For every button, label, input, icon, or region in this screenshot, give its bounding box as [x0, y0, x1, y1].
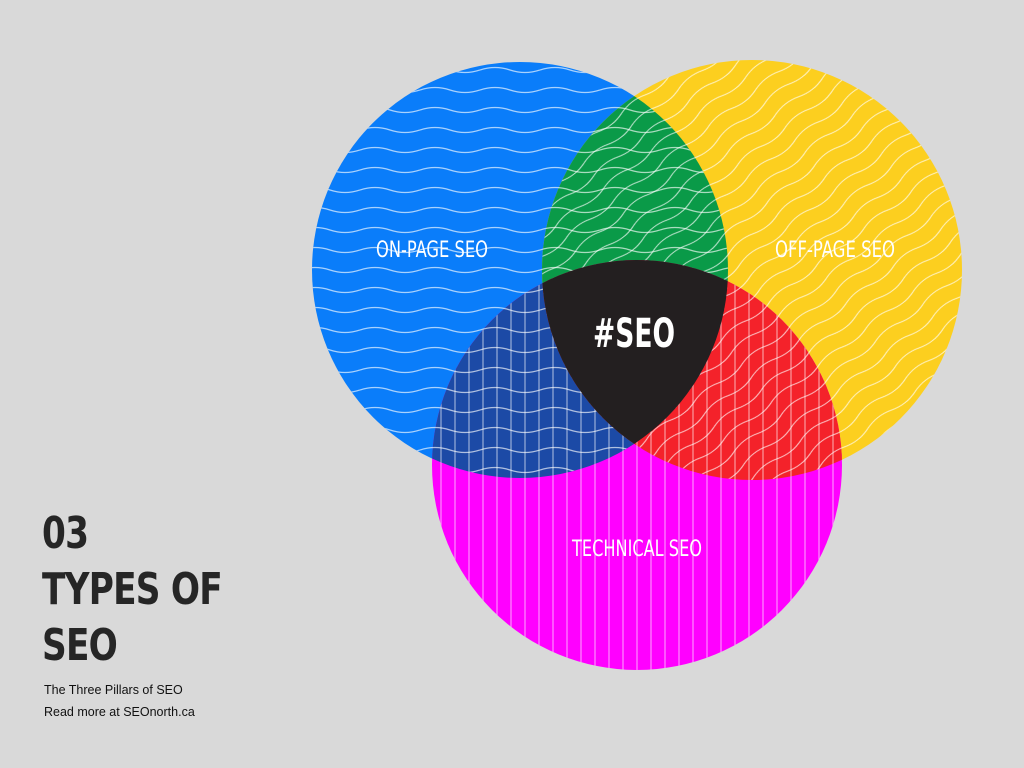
on-page-seo-label: ON-PAGE SEO	[376, 238, 488, 263]
subtitle: The Three Pillars of SEO	[44, 683, 183, 697]
headline: 03 TYPES OF SEO	[42, 506, 223, 674]
off-page-seo-label: OFF-PAGE SEO	[775, 238, 895, 263]
seo-center-label: #SEO	[593, 311, 675, 357]
headline-seo: SEO	[42, 620, 118, 671]
headline-number: 03	[42, 508, 89, 559]
technical-seo-label: TECHNICAL SEO	[571, 537, 702, 562]
technical-line-texture	[432, 260, 842, 670]
headline-types-of: TYPES OF	[42, 564, 223, 615]
read-more-link[interactable]: Read more at SEOnorth.ca	[44, 705, 195, 719]
